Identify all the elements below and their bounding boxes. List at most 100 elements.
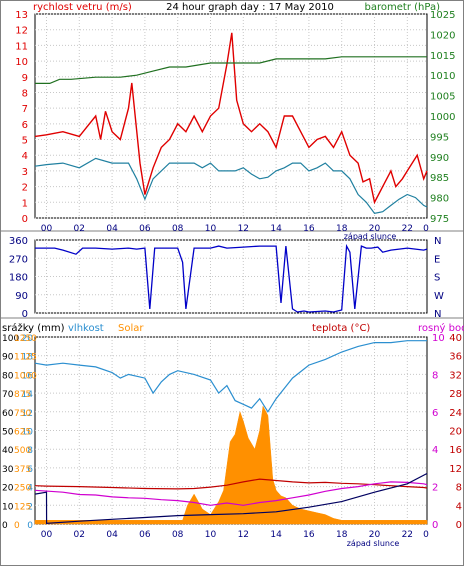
x-tick-label: 04	[106, 224, 118, 234]
humidity-axis-label: vlhkost	[68, 323, 104, 334]
x-tick-label: 06	[139, 224, 151, 234]
series-line	[34, 478, 428, 490]
dew-point-tick-label: 6	[432, 408, 438, 419]
y-right-tick-label: 1010	[430, 71, 455, 82]
solar-tick-label: 375	[14, 465, 31, 475]
y-tick-label: 60	[2, 409, 14, 419]
sunset-label: západ slunce	[347, 539, 400, 548]
solar-tick-label: 500	[14, 446, 31, 456]
y-right-tick-label: 24	[449, 408, 462, 419]
x-tick-label: 14	[270, 224, 282, 234]
y-tick-label: 90	[15, 291, 28, 302]
x-tick-label: 10	[205, 530, 217, 540]
x-tick-label: 16	[303, 530, 315, 540]
x-tick-label: 10	[205, 224, 217, 234]
y-right-tick-label: N	[434, 236, 441, 247]
series-line	[35, 56, 427, 85]
y-tick-label: 6	[22, 120, 28, 131]
x-tick-label: 12	[238, 224, 249, 234]
y-tick-label: 0	[22, 309, 28, 320]
x-tick-label: 20	[369, 224, 381, 234]
y-right-tick-label: 20	[449, 427, 462, 438]
barometer-axis-label: barometr (hPa)	[365, 2, 441, 13]
plot-frame-wind-speed	[34, 13, 428, 219]
x-tick-label: 02	[74, 224, 85, 234]
solar-tick-label: 250	[14, 484, 31, 494]
x-tick-label: 14	[270, 530, 282, 540]
x-tick-label: 06	[139, 530, 151, 540]
series-line	[34, 472, 428, 525]
dew-point-tick-label: 4	[432, 445, 438, 456]
y-tick-label: 40	[2, 446, 14, 456]
precipitation-axis-label: srážky (mm)	[2, 322, 65, 334]
y-right-tick-label: W	[434, 291, 444, 302]
y-tick-label: 0	[2, 521, 8, 531]
y-tick-label: 11	[15, 41, 28, 52]
x-tick-label: 0	[423, 530, 429, 540]
y-tick-label: 360	[9, 236, 28, 247]
y-tick-label: 7	[22, 104, 28, 115]
solar-tick-label: 750	[14, 409, 31, 419]
solar-tick-label: 625	[14, 428, 31, 438]
y-right-tick-label: 4	[456, 501, 462, 512]
wind-speed-axis-label: rychlost vetru (m/s)	[33, 2, 132, 13]
y-tick-label: 10	[22, 428, 34, 438]
y-right-tick-label: 1015	[430, 51, 455, 62]
y-tick-label: 4	[27, 484, 33, 494]
dew-point-tick-label: 8	[432, 370, 438, 381]
x-tick-label: 08	[172, 530, 184, 540]
y-tick-label: 80	[2, 371, 14, 381]
x-tick-label: 18	[336, 224, 348, 234]
y-tick-label: 70	[2, 390, 14, 400]
y-tick-label: 18	[22, 353, 34, 363]
dew-point-tick-label: 10	[432, 333, 445, 344]
x-tick-label: 0	[423, 224, 429, 234]
y-tick-label: 20	[22, 334, 34, 344]
y-right-tick-label: N	[434, 309, 441, 320]
y-tick-label: 1	[22, 198, 28, 209]
y-right-tick-label: 32	[449, 370, 462, 381]
x-tick-label: 22	[402, 224, 413, 234]
y-right-tick-label: 995	[430, 132, 449, 143]
y-tick-label: 180	[9, 273, 28, 284]
y-tick-label: 3	[22, 167, 28, 178]
y-right-tick-label: E	[434, 254, 440, 265]
x-tick-label: 04	[106, 530, 118, 540]
y-right-tick-label: 990	[430, 153, 449, 164]
y-tick-label: 30	[2, 465, 14, 475]
y-right-tick-label: 8	[456, 483, 462, 494]
series-line	[35, 243, 428, 313]
series-line	[34, 340, 427, 413]
dew-point-tick-label: 2	[432, 483, 438, 494]
dew-point-axis-label: rosný bod	[418, 322, 464, 334]
dew-point-tick-label: 0	[432, 520, 438, 531]
y-tick-label: 16	[22, 371, 34, 381]
x-tick-label: 18	[336, 530, 348, 540]
x-tick-label: 16	[303, 224, 315, 234]
y-tick-label: 270	[9, 254, 28, 265]
y-right-tick-label: 16	[449, 445, 462, 456]
temperature-axis-label: teplota (°C)	[312, 323, 370, 334]
y-right-tick-label: 28	[449, 389, 462, 400]
series-line	[34, 157, 428, 214]
y-tick-label: 12	[15, 26, 28, 37]
y-tick-label: 8	[22, 88, 28, 99]
y-right-tick-label: S	[434, 273, 440, 284]
y-tick-label: 13	[15, 10, 28, 21]
y-tick-label: 9	[22, 73, 28, 84]
x-tick-label: 00	[41, 530, 53, 540]
y-tick-label: 6	[27, 465, 33, 475]
x-tick-label: 20	[369, 530, 381, 540]
y-right-tick-label: 985	[430, 173, 449, 184]
y-tick-label: 2	[27, 502, 33, 512]
y-tick-label: 4	[22, 151, 28, 162]
y-tick-label: 14	[22, 390, 34, 400]
solar-tick-label: 1250	[14, 334, 37, 344]
y-right-tick-label: 0	[456, 520, 462, 531]
y-tick-label: 50	[2, 428, 14, 438]
y-right-tick-label: 1000	[430, 112, 455, 123]
y-right-tick-label: 1005	[430, 92, 455, 103]
y-tick-label: 100	[2, 334, 19, 344]
solar-tick-label: 125	[14, 502, 31, 512]
